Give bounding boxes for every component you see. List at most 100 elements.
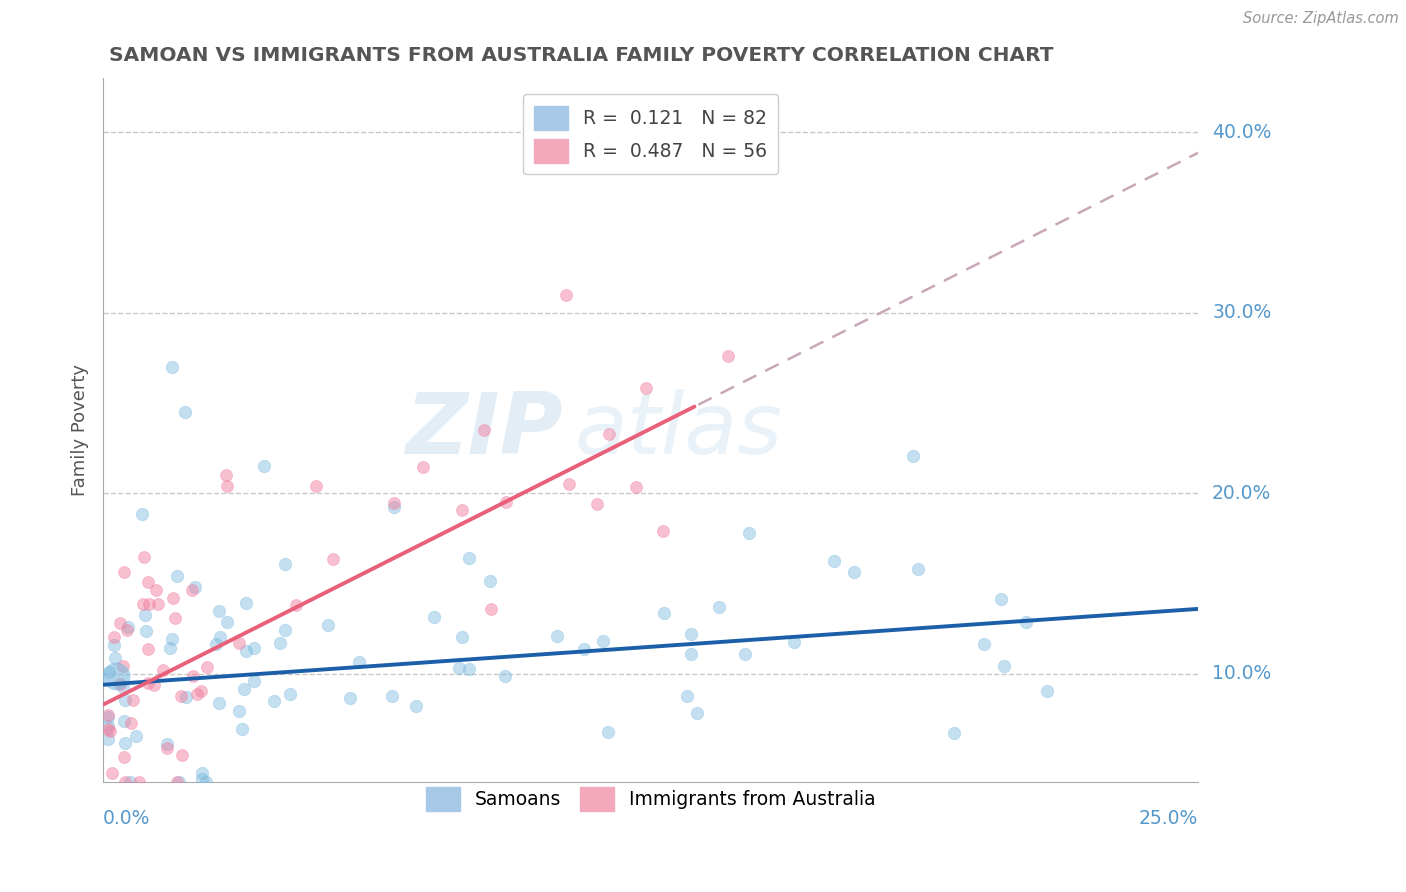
Point [322, 552, 344, 566]
Point [339, 690, 361, 705]
Point [104, 651, 127, 665]
Point [679, 627, 702, 641]
Point [494, 669, 516, 683]
Point [943, 726, 966, 740]
Point [652, 606, 675, 620]
Point [228, 635, 250, 649]
Point [105, 669, 128, 683]
Point [990, 592, 1012, 607]
Text: SAMOAN VS IMMIGRANTS FROM AUSTRALIA FAMILY POVERTY CORRELATION CHART: SAMOAN VS IMMIGRANTS FROM AUSTRALIA FAMI… [108, 46, 1053, 65]
Point [451, 630, 474, 644]
Point [96, 719, 118, 733]
Point [162, 591, 184, 606]
Point [243, 673, 266, 688]
Point [121, 692, 143, 706]
Point [215, 615, 238, 629]
Point [479, 601, 502, 615]
Point [125, 729, 148, 743]
Text: atlas: atlas [574, 389, 782, 472]
Point [449, 660, 471, 674]
Point [598, 427, 620, 442]
Point [112, 750, 135, 764]
Point [114, 693, 136, 707]
Point [159, 640, 181, 655]
Point [235, 644, 257, 658]
Point [681, 647, 703, 661]
Point [114, 775, 136, 789]
Point [318, 617, 340, 632]
Point [382, 500, 405, 514]
Point [167, 775, 190, 789]
Point [96, 732, 118, 747]
Point [195, 659, 218, 673]
Point [675, 689, 697, 703]
Point [142, 678, 165, 692]
Point [208, 604, 231, 618]
Point [243, 640, 266, 655]
Point [252, 459, 274, 474]
Point [155, 737, 177, 751]
Point [717, 349, 740, 363]
Point [166, 775, 188, 789]
Point [1036, 684, 1059, 698]
Point [195, 774, 218, 789]
Point [450, 503, 472, 517]
Point [554, 287, 576, 301]
Point [138, 597, 160, 611]
Point [110, 615, 132, 630]
Point [546, 629, 568, 643]
Point [96, 710, 118, 724]
Point [233, 681, 256, 696]
Point [823, 554, 845, 568]
Point [269, 636, 291, 650]
Point [274, 557, 297, 571]
Point [112, 566, 135, 580]
Point [112, 680, 135, 694]
Point [100, 724, 122, 739]
Point [380, 689, 402, 703]
Point [204, 637, 226, 651]
Text: 20.0%: 20.0% [1212, 483, 1271, 503]
Point [231, 722, 253, 736]
Point [634, 381, 657, 395]
Point [128, 775, 150, 789]
Point [191, 772, 214, 787]
Point [592, 634, 614, 648]
Point [783, 635, 806, 649]
Point [186, 687, 208, 701]
Point [174, 690, 197, 704]
Text: 40.0%: 40.0% [1212, 122, 1271, 142]
Point [134, 550, 156, 565]
Point [96, 707, 118, 722]
Point [165, 611, 187, 625]
Point [686, 706, 709, 720]
Text: 10.0%: 10.0% [1212, 665, 1271, 683]
Point [166, 569, 188, 583]
Point [114, 736, 136, 750]
Point [96, 723, 118, 737]
Point [842, 565, 865, 579]
Point [423, 610, 446, 624]
Point [412, 460, 434, 475]
Point [973, 637, 995, 651]
Point [145, 583, 167, 598]
Point [274, 623, 297, 637]
Point [278, 687, 301, 701]
Point [136, 641, 159, 656]
Point [103, 638, 125, 652]
Point [709, 599, 731, 614]
Text: Source: ZipAtlas.com: Source: ZipAtlas.com [1243, 11, 1399, 26]
Point [156, 740, 179, 755]
Point [596, 724, 619, 739]
Point [136, 575, 159, 590]
Y-axis label: Family Poverty: Family Poverty [72, 364, 89, 496]
Point [209, 630, 232, 644]
Point [472, 424, 495, 438]
Point [181, 583, 204, 598]
Point [652, 524, 675, 538]
Text: 0.0%: 0.0% [103, 809, 150, 828]
Point [901, 449, 924, 463]
Point [136, 675, 159, 690]
Point [162, 632, 184, 647]
Point [263, 694, 285, 708]
